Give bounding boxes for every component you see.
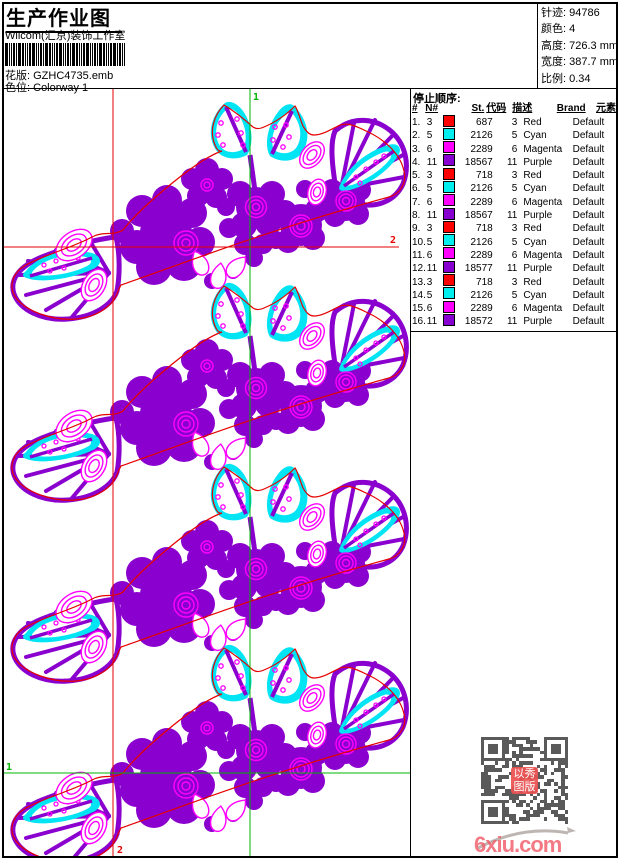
- design-stats-panel: 针迹: 94786 颜色: 4 高度: 726.3 mm 宽度: 387.7 m…: [541, 5, 619, 87]
- page-title: 生产作业图: [6, 2, 122, 33]
- watermark-logo: 6xiu.com: [474, 827, 576, 857]
- thread-color-swatch: [442, 207, 455, 220]
- stat-row: 宽度: 387.7 mm: [541, 56, 619, 69]
- thread-color-swatch: [442, 287, 455, 300]
- watermark-swoosh-tip: [567, 827, 576, 833]
- stat-row: 比例: 0.34: [541, 72, 591, 85]
- table-row: 5. 3 718 3 Red Default: [412, 167, 616, 182]
- col-brand: Brand: [556, 103, 586, 114]
- table-row: 16. 11 18572 11 Purple Default: [412, 313, 616, 328]
- table-row: 12. 11 18577 11 Purple Default: [412, 260, 616, 275]
- table-row: 2. 5 2126 5 Cyan Default: [412, 127, 616, 142]
- embroidery-motif-4: [12, 645, 406, 856]
- col-desc: 描述: [512, 103, 533, 114]
- table-row: 8. 11 18567 11 Purple Default: [412, 207, 616, 222]
- thread-color-swatch: [442, 247, 455, 260]
- colorway-value: Colorway 1: [33, 82, 89, 94]
- thread-color-swatch: [442, 274, 455, 287]
- table-row: 6. 5 2126 5 Cyan Default: [412, 180, 616, 195]
- thread-color-swatch: [442, 194, 455, 207]
- table-row: 13. 3 718 3 Red Default: [412, 274, 616, 289]
- watermark-swoosh: [477, 829, 569, 850]
- header-divider: [4, 88, 616, 89]
- pattern-label: 花版:: [5, 70, 31, 82]
- table-row: 15. 6 2289 6 Magenta Default: [412, 300, 616, 315]
- thread-color-swatch: [442, 167, 455, 180]
- panel-divider: [410, 89, 411, 856]
- table-bottom-divider: [411, 331, 616, 332]
- thread-color-swatch: [442, 180, 455, 193]
- col-st: St.: [471, 103, 485, 114]
- stat-row: 高度: 726.3 mm: [541, 39, 619, 52]
- guide-label-red-right: 2: [390, 235, 396, 246]
- col-code: 代码: [486, 103, 507, 114]
- guide-label-green-top: 1: [253, 92, 259, 103]
- guide-label-green-left: 1: [6, 762, 12, 773]
- watermark-site: 6xiu.com: [474, 832, 562, 857]
- stat-row: 针迹: 94786: [541, 7, 600, 19]
- design-canvas: 1 2 1 2: [4, 89, 410, 856]
- qr-code: [481, 737, 568, 824]
- table-row: 4. 11 18567 11 Purple Default: [412, 154, 616, 169]
- thread-color-swatch: [442, 313, 455, 326]
- thread-color-swatch: [442, 127, 455, 140]
- col-elem: 元素: [596, 103, 616, 114]
- stats-divider: [537, 4, 538, 88]
- qr-stamp-line1: 以秀: [513, 767, 536, 780]
- embroidery-motif-1: [12, 102, 406, 319]
- guide-label-red-bottom: 2: [117, 845, 123, 856]
- barcode: [5, 43, 127, 66]
- col-n: N#: [425, 103, 439, 114]
- qr-stamp: 以秀 图版: [511, 767, 538, 794]
- pattern-file-row: 花版: GZHC4735.emb: [5, 67, 113, 83]
- company-name: Wilcom(汇京)装饰工作室: [5, 30, 126, 42]
- table-row: 1. 3 687 3 Red Default: [412, 114, 616, 129]
- thread-color-swatch: [442, 300, 455, 313]
- thread-color-swatch: [442, 220, 455, 233]
- pattern-value: GZHC4735.emb: [33, 70, 114, 82]
- thread-color-swatch: [442, 260, 455, 273]
- thread-color-swatch: [442, 114, 455, 127]
- table-row: 9. 3 718 3 Red Default: [412, 220, 616, 235]
- table-row: 14. 5 2126 5 Cyan Default: [412, 287, 616, 302]
- thread-color-swatch: [442, 141, 455, 154]
- stat-row: 颜色: 4: [541, 23, 576, 36]
- colorway-label: 色位:: [5, 82, 31, 94]
- stop-sequence-rows: 1. 3 687 3 Red Default 2. 5 2126 5 Cyan …: [412, 114, 616, 329]
- thread-color-swatch: [442, 234, 455, 247]
- col-idx: #: [412, 103, 418, 114]
- table-row: 3. 6 2289 6 Magenta Default: [412, 141, 616, 156]
- colorway-row: 色位: Colorway 1: [5, 79, 88, 95]
- table-row: 10. 5 2126 5 Cyan Default: [412, 234, 616, 249]
- table-row: 7. 6 2289 6 Magenta Default: [412, 194, 616, 209]
- stop-sequence-title: 停止顺序:: [413, 93, 461, 105]
- table-row: 11. 6 2289 6 Magenta Default: [412, 247, 616, 262]
- qr-stamp-line2: 图版: [513, 780, 536, 793]
- stop-sequence-header: # N# St. 代码 描述 Brand 元素: [412, 102, 616, 115]
- thread-color-swatch: [442, 154, 455, 167]
